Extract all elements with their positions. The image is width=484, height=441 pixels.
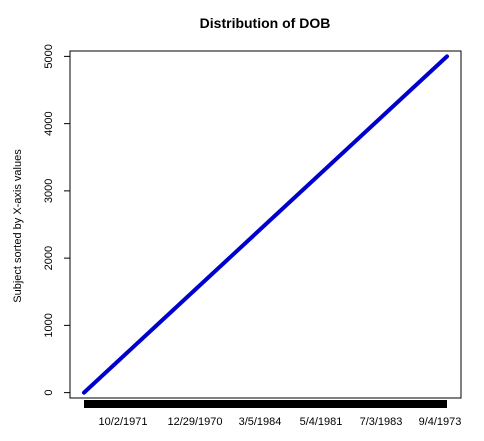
x-tick-label: 9/4/1973 — [419, 416, 462, 428]
y-axis: 0 1000 2000 3000 4000 5000 — [43, 44, 70, 396]
y-tick-label: 5000 — [43, 44, 55, 68]
plot-frame — [69, 50, 462, 399]
series-line — [82, 54, 449, 395]
y-tick-label: 1000 — [43, 313, 55, 337]
x-tick-label: 5/4/1981 — [300, 416, 343, 428]
x-axis-bar — [84, 400, 447, 408]
x-tick-label: 3/5/1984 — [239, 416, 282, 428]
x-axis: 10/2/1971 12/29/1970 3/5/1984 5/4/1981 7/3/1… — [84, 400, 461, 428]
series-layer — [82, 54, 449, 395]
y-tick-label: 0 — [43, 390, 55, 396]
y-axis-label: Subject sorted by X-axis values — [12, 149, 24, 303]
x-tick-label: 10/2/1971 — [99, 416, 148, 428]
chart-title: Distribution of DOB — [200, 15, 331, 31]
x-tick-label: 12/29/1970 — [167, 416, 222, 428]
y-tick-label: 3000 — [43, 179, 55, 203]
y-tick-label: 2000 — [43, 246, 55, 270]
y-tick-label: 4000 — [43, 111, 55, 135]
x-tick-label: 7/3/1983 — [360, 416, 403, 428]
